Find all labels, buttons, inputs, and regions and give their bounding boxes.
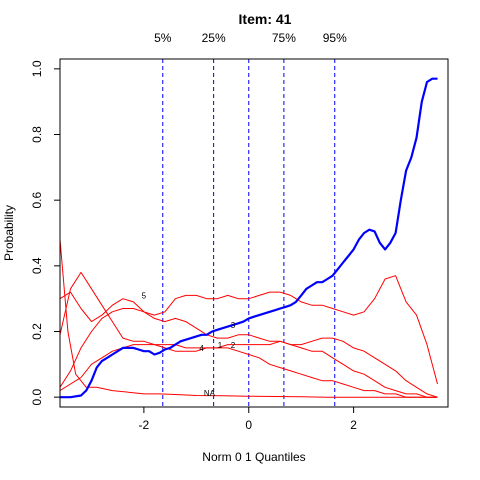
y-tick-label: 0.4: [30, 257, 44, 274]
distractor-curve: [59, 275, 438, 388]
x-tick-label: 2: [350, 418, 357, 432]
quantile-label: 75%: [272, 31, 296, 45]
curve-label: 1: [218, 341, 223, 350]
x-tick-label: 0: [245, 418, 252, 432]
quantile-label: 95%: [323, 31, 347, 45]
quantile-label: 5%: [154, 31, 172, 45]
curve-label: NA: [204, 389, 216, 398]
curve-label: 5: [142, 292, 147, 301]
chart-title: Item: 41: [239, 11, 292, 27]
plot-frame: [59, 58, 449, 408]
curve-label: 4: [199, 344, 204, 353]
y-tick-label: 1.0: [30, 60, 44, 77]
key-curve: [60, 77, 438, 399]
series-layer: [59, 77, 438, 399]
y-tick-label: 0.8: [30, 126, 44, 143]
distractor-curve: [59, 291, 438, 398]
curve-labels: 3 5 1 2 4 NA: [142, 292, 236, 399]
quantile-lines: 5% 25% 75% 95%: [154, 31, 347, 407]
x-axis-title: Norm 0 1 Quantiles: [202, 450, 305, 464]
x-axis: -2 0 2: [139, 407, 357, 432]
distractor-curve: [59, 271, 438, 398]
y-axis-title: Probability: [2, 205, 16, 261]
curve-label: 3: [231, 321, 236, 330]
x-tick-label: -2: [139, 418, 150, 432]
y-tick-label: 0.2: [30, 323, 44, 340]
y-tick-label: 0.6: [30, 192, 44, 209]
y-tick-label: 0.0: [30, 388, 44, 405]
curve-label: 2: [231, 341, 236, 350]
quantile-label: 25%: [202, 31, 226, 45]
y-axis: 0.0 0.2 0.4 0.6 0.8 1.0: [30, 60, 60, 405]
